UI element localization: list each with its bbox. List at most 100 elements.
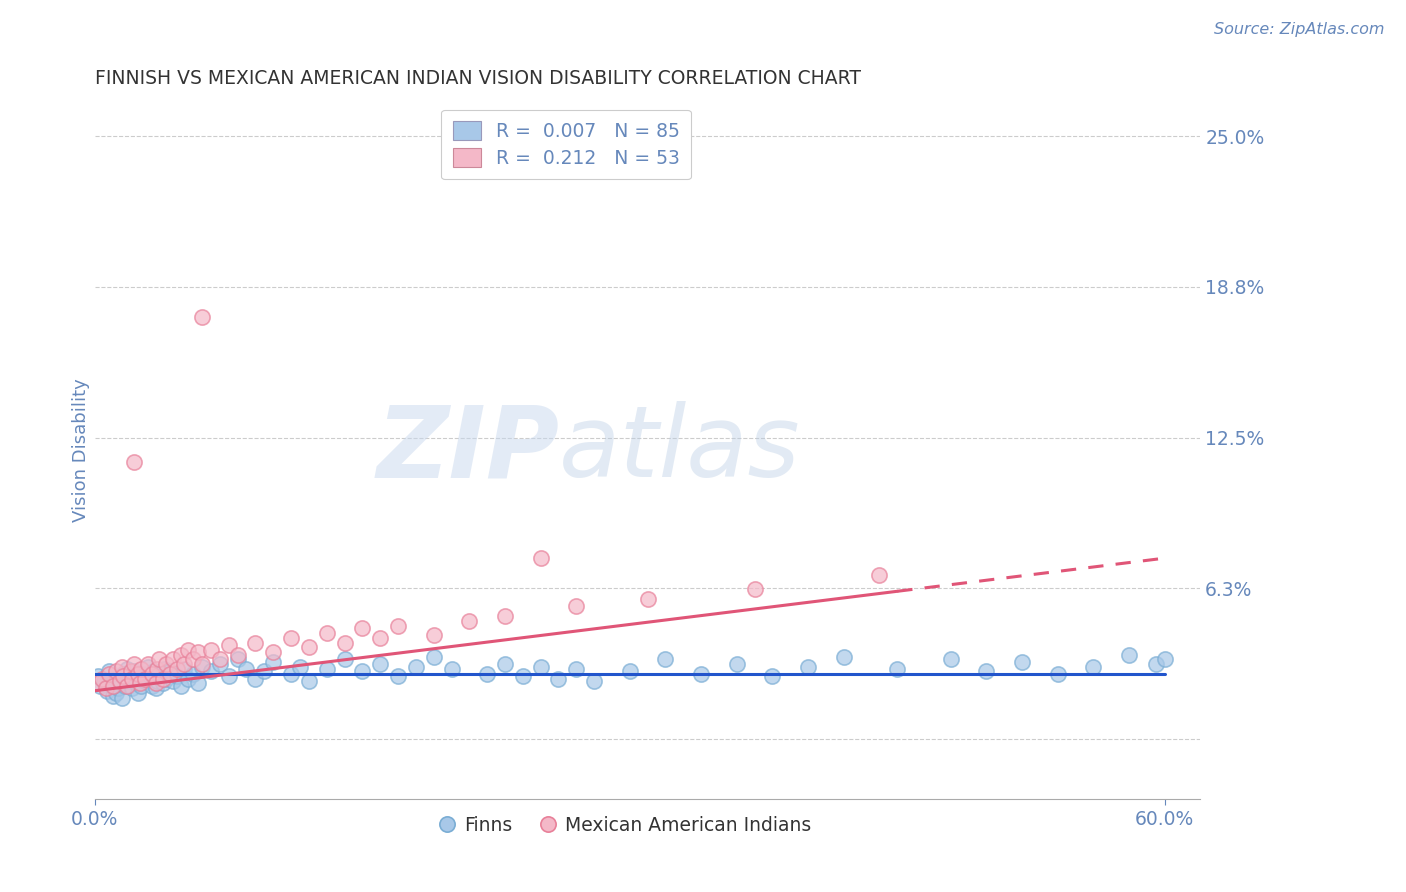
- Point: [176, 672, 198, 686]
- Point: [145, 676, 167, 690]
- Point: [152, 676, 174, 690]
- Point: [744, 582, 766, 597]
- Point: [169, 648, 191, 662]
- Point: [298, 674, 321, 689]
- Point: [583, 674, 606, 689]
- Point: [208, 657, 231, 672]
- Point: [101, 679, 124, 693]
- Point: [152, 672, 174, 686]
- Point: [115, 662, 138, 676]
- Point: [832, 650, 855, 665]
- Point: [387, 618, 409, 632]
- Point: [315, 625, 337, 640]
- Point: [191, 310, 214, 325]
- Point: [352, 621, 374, 635]
- Point: [218, 638, 240, 652]
- Point: [125, 676, 148, 690]
- Point: [138, 657, 160, 672]
- Text: Source: ZipAtlas.com: Source: ZipAtlas.com: [1215, 22, 1385, 37]
- Point: [127, 686, 149, 700]
- Point: [142, 665, 165, 679]
- Y-axis label: Vision Disability: Vision Disability: [72, 378, 90, 522]
- Point: [226, 652, 249, 666]
- Point: [245, 672, 267, 686]
- Point: [121, 672, 143, 686]
- Point: [262, 655, 284, 669]
- Point: [89, 679, 111, 693]
- Point: [132, 666, 155, 681]
- Point: [458, 614, 481, 628]
- Legend: Finns, Mexican American Indians: Finns, Mexican American Indians: [432, 808, 818, 842]
- Point: [725, 657, 748, 672]
- Point: [108, 674, 131, 689]
- Point: [122, 455, 145, 469]
- Point: [93, 674, 115, 689]
- Point: [1118, 648, 1140, 662]
- Point: [94, 681, 117, 696]
- Point: [134, 674, 156, 689]
- Point: [169, 679, 191, 693]
- Point: [146, 662, 169, 676]
- Point: [1046, 666, 1069, 681]
- Point: [280, 666, 302, 681]
- Point: [797, 659, 820, 673]
- Point: [87, 669, 110, 683]
- Point: [103, 672, 125, 686]
- Point: [530, 551, 553, 566]
- Point: [87, 676, 110, 690]
- Point: [187, 676, 209, 690]
- Point: [235, 662, 257, 676]
- Point: [368, 631, 391, 645]
- Point: [262, 645, 284, 659]
- Point: [494, 657, 516, 672]
- Point: [105, 686, 128, 700]
- Point: [333, 652, 356, 666]
- Point: [166, 662, 188, 676]
- Point: [315, 662, 337, 676]
- Point: [162, 652, 184, 666]
- Point: [176, 642, 198, 657]
- Point: [352, 665, 374, 679]
- Point: [976, 665, 998, 679]
- Point: [98, 665, 121, 679]
- Point: [387, 669, 409, 683]
- Point: [886, 662, 908, 676]
- Point: [141, 666, 163, 681]
- Point: [96, 683, 118, 698]
- Point: [368, 657, 391, 672]
- Point: [173, 657, 195, 672]
- Point: [619, 665, 641, 679]
- Point: [333, 635, 356, 649]
- Point: [187, 645, 209, 659]
- Point: [565, 662, 588, 676]
- Point: [298, 640, 321, 655]
- Point: [191, 659, 214, 673]
- Point: [159, 666, 181, 681]
- Point: [134, 672, 156, 686]
- Point: [111, 659, 134, 673]
- Point: [139, 669, 162, 683]
- Point: [173, 662, 195, 676]
- Point: [107, 681, 129, 696]
- Point: [494, 609, 516, 624]
- Point: [114, 679, 136, 693]
- Point: [145, 681, 167, 696]
- Point: [121, 681, 143, 696]
- Point: [112, 669, 135, 683]
- Point: [200, 642, 222, 657]
- Point: [118, 674, 141, 689]
- Point: [162, 674, 184, 689]
- Point: [253, 665, 276, 679]
- Point: [181, 652, 204, 666]
- Point: [120, 665, 142, 679]
- Point: [101, 676, 124, 690]
- Point: [1083, 659, 1105, 673]
- Point: [422, 628, 444, 642]
- Text: ZIP: ZIP: [377, 401, 560, 499]
- Point: [637, 592, 659, 607]
- Text: atlas: atlas: [560, 401, 801, 499]
- Point: [939, 652, 962, 666]
- Point: [166, 669, 188, 683]
- Point: [1144, 657, 1167, 672]
- Point: [761, 669, 783, 683]
